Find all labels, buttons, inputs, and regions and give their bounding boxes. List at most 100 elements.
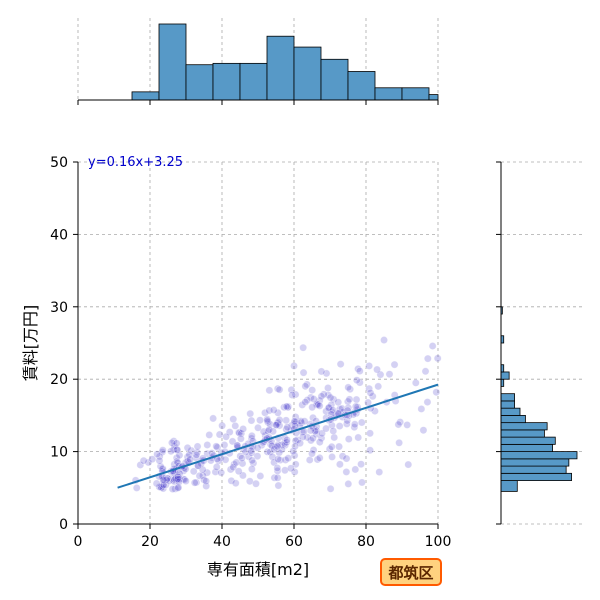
scatter-point [324, 384, 332, 392]
main-x-ticks: 0 20 40 60 80 100 [74, 524, 452, 550]
top-histogram-bar [374, 87, 403, 101]
scatter-point [221, 455, 230, 464]
scatter-point [213, 443, 222, 452]
scatter-point [275, 421, 284, 430]
scatter-point [326, 393, 335, 402]
scatter-point [275, 385, 284, 394]
scatter-point [211, 468, 220, 476]
scatter-point [299, 368, 308, 377]
scatter-point [253, 443, 262, 452]
scatter-point [308, 386, 317, 394]
scatter-point [308, 449, 316, 458]
scatter-point [326, 484, 335, 493]
marginal-x-histogram [77, 18, 439, 105]
scatter-point [328, 453, 336, 461]
scatter-points [131, 336, 442, 493]
scatter-point [183, 443, 192, 452]
scatter-point [290, 417, 299, 426]
scatter-point [352, 376, 361, 385]
scatter-point [229, 463, 238, 472]
scatter-point [167, 447, 175, 456]
scatter-point [263, 416, 272, 425]
scatter-point [193, 442, 202, 451]
scatter-point [291, 442, 299, 451]
ward-badge-box [380, 558, 442, 586]
scatter-point [274, 455, 282, 464]
regression-equation: y=0.16x+3.25 [88, 155, 183, 170]
scatter-point [266, 448, 275, 456]
main-y-ticks: 0 10 20 30 40 50 [50, 155, 78, 533]
scatter-point [152, 479, 161, 488]
scatter-point [139, 456, 148, 465]
scatter-point [175, 474, 184, 483]
ward-badge-label: 都筑区 [387, 564, 433, 582]
x-tick-label: 100 [425, 534, 452, 550]
x-tick-label: 60 [285, 534, 303, 550]
right-histogram-bar [500, 407, 521, 416]
scatter-point [186, 455, 194, 464]
scatter-point [284, 454, 293, 463]
scatter-point [273, 473, 282, 482]
scatter-point [338, 452, 347, 461]
top-histogram-bars [131, 23, 439, 101]
scatter-point [335, 442, 343, 451]
y-tick-label: 30 [50, 300, 68, 316]
scatter-point [309, 434, 317, 443]
scatter-point [246, 409, 255, 418]
scatter-point [282, 416, 290, 425]
marginal-y-histogram [496, 161, 582, 525]
scatter-point [209, 414, 218, 423]
scatter-point [380, 336, 388, 344]
scatter-point [357, 460, 365, 469]
scatter-point [172, 439, 181, 448]
scatter-point [317, 392, 326, 401]
scatter-point [231, 421, 240, 430]
scatter-point [352, 395, 361, 404]
scatter-point [189, 467, 198, 476]
scatter-point [227, 476, 236, 485]
scatter-point [173, 474, 182, 483]
top-histogram-bar [131, 91, 160, 101]
y-tick-label: 40 [50, 227, 68, 243]
scatter-point [336, 460, 344, 469]
main-plot: 0 20 40 60 80 100 0 10 20 30 40 50 y=0.16x+3.25 専有… [21, 155, 451, 579]
scatter-point [334, 398, 343, 407]
scatter-point [231, 479, 240, 488]
scatter-point [155, 456, 164, 465]
scatter-point [344, 403, 353, 412]
scatter-point [301, 382, 310, 391]
scatter-point [217, 468, 226, 477]
scatter-point [205, 431, 214, 439]
scatter-point [273, 442, 282, 451]
scatter-point [371, 407, 379, 415]
scatter-point [357, 418, 366, 427]
scatter-point [215, 430, 224, 439]
right-histogram-bar [500, 422, 548, 431]
top-histogram-bar [266, 35, 295, 101]
top-histogram-bar [158, 23, 187, 101]
right-histogram-bar [500, 429, 545, 438]
scatter-point [239, 425, 248, 433]
scatter-point [290, 361, 298, 370]
scatter-point [286, 464, 295, 473]
ward-badge: 都筑区 [380, 558, 442, 586]
scatter-point [236, 434, 245, 443]
scatter-point [344, 435, 353, 443]
scatter-point [263, 447, 272, 456]
scatter-point [374, 382, 383, 391]
scatter-point [350, 420, 359, 429]
top-histogram-bar [185, 64, 214, 101]
scatter-point [403, 421, 412, 429]
scatter-point [344, 480, 353, 488]
scatter-point [298, 401, 307, 409]
y-tick-label: 0 [59, 517, 68, 533]
scatter-point [289, 447, 298, 456]
scatter-point [322, 369, 331, 378]
scatter-point [247, 465, 256, 473]
top-histogram-bar [293, 46, 322, 101]
scatter-point [220, 441, 229, 449]
x-tick-label: 0 [74, 534, 83, 550]
top-histogram-bar [320, 58, 349, 101]
scatter-point [273, 466, 282, 475]
scatter-point [239, 471, 247, 480]
